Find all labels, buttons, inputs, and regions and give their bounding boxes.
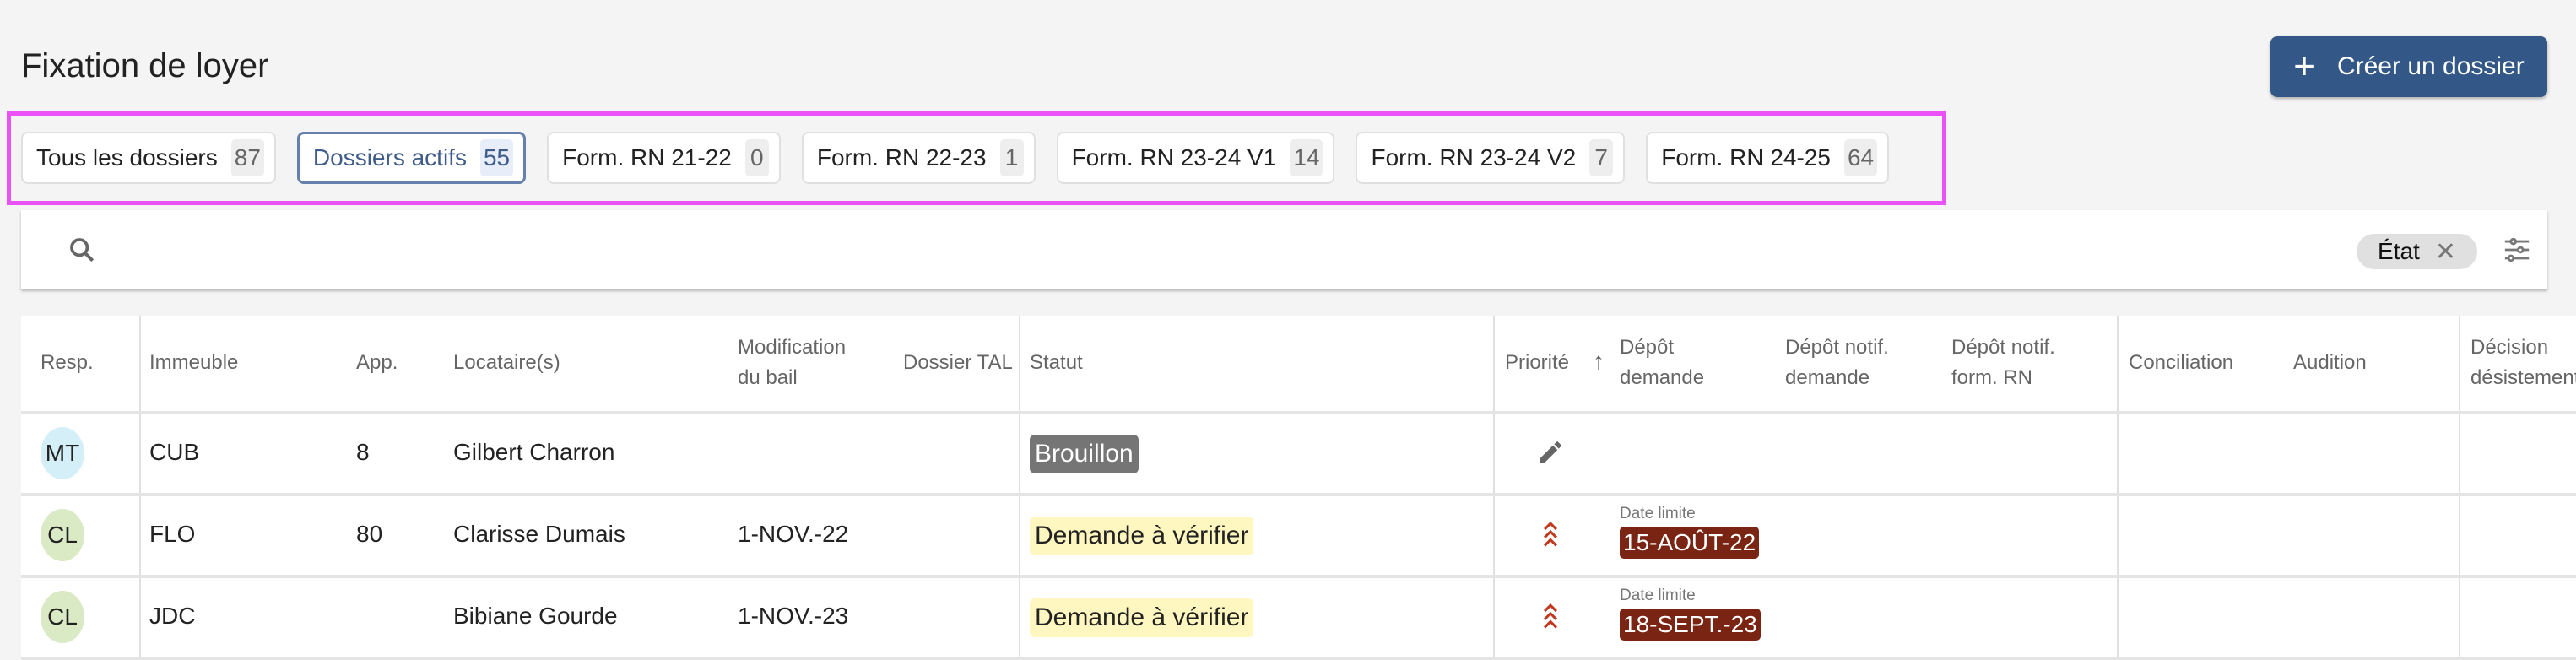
status-badge: Demande à vérifier	[1030, 517, 1254, 555]
table-row[interactable]: CL JDC Bibiane Gourde 1-NOV.-23 Demande à vé…	[21, 578, 2576, 657]
row-divider	[21, 657, 2576, 660]
tab-label: Form. RN 21-22	[562, 144, 732, 170]
column-divider	[1493, 316, 1495, 660]
tab-label: Form. RN 22-23	[816, 144, 987, 170]
row-divider	[21, 493, 2576, 496]
tab-label: Form. RN 23-24 V2	[1371, 144, 1577, 170]
row-divider	[21, 411, 2576, 414]
column-header[interactable]: Immeuble	[149, 351, 239, 374]
tab-label: Tous les dossiers	[36, 144, 218, 170]
cell-locataire: Clarisse Dumais	[453, 521, 625, 547]
deadline-date: 15-AOÛT-22	[1620, 527, 1760, 559]
column-header[interactable]: Priorité	[1505, 351, 1570, 374]
tab-label: Dossiers actifs	[312, 144, 467, 170]
cell-immeuble: CUB	[149, 439, 200, 465]
tab-label: Form. RN 24-25	[1661, 144, 1831, 170]
column-divider	[1019, 316, 1020, 660]
table-row[interactable]: MT CUB 8 Gilbert Charron Brouillon	[21, 414, 2576, 493]
cell-app: 8	[356, 439, 370, 465]
tab-count-badge: 87	[230, 139, 264, 176]
column-header[interactable]: Décision désistement	[2470, 336, 2576, 389]
cell-app: 80	[356, 521, 383, 547]
tab-dossiers-actifs[interactable]: Dossiers actifs 55	[296, 132, 527, 184]
column-header[interactable]: Dépôt notif. demande	[1785, 336, 1889, 389]
filter-settings-icon[interactable]	[2503, 235, 2531, 264]
plus-icon: +	[2293, 46, 2315, 87]
deadline-label: Date limite	[1620, 505, 1696, 522]
deadline-label: Date limite	[1620, 587, 1696, 604]
avatar: MT	[41, 427, 84, 479]
cell-modification: 1-NOV.-23	[738, 603, 849, 629]
column-header[interactable]: App.	[356, 351, 398, 374]
dossiers-table: Resp. Immeuble App. Locataire(s) Modificatio…	[21, 316, 2576, 660]
deadline-date: 18-SEPT.-23	[1620, 609, 1761, 641]
avatar: CL	[41, 591, 84, 643]
sort-ascending-arrow-icon[interactable]: ↑	[1593, 348, 1605, 374]
triple-chevron-up-icon[interactable]	[1536, 602, 1567, 632]
column-header[interactable]: Conciliation	[2129, 351, 2234, 374]
cell-locataire: Gilbert Charron	[453, 439, 615, 465]
column-header[interactable]: Dépôt demande	[1620, 336, 1705, 389]
search-input[interactable]	[114, 227, 2312, 274]
filter-chip-etat[interactable]: État ✕	[2357, 234, 2477, 269]
status-badge: Brouillon	[1030, 435, 1139, 473]
tab-label: Form. RN 23-24 V1	[1071, 144, 1277, 170]
tab-count-badge: 7	[1589, 139, 1614, 176]
cell-locataire: Bibiane Gourde	[453, 603, 618, 629]
tabs-highlight-box	[7, 111, 1946, 205]
column-header[interactable]: Dépôt notif. form. RN	[1951, 336, 2055, 389]
table-row[interactable]: CL FLO 80 Clarisse Dumais 1-NOV.-22 Demande à…	[21, 496, 2576, 575]
search-bar: État ✕	[21, 210, 2547, 289]
column-header[interactable]: Statut	[1030, 351, 1083, 374]
tab-form-rn-22-23[interactable]: Form. RN 22-23 1	[801, 132, 1036, 184]
column-divider	[2117, 316, 2119, 660]
tab-count-badge: 14	[1290, 139, 1323, 176]
filter-chip-label: État	[2378, 238, 2420, 264]
pencil-icon[interactable]	[1536, 438, 1567, 468]
triple-chevron-up-icon[interactable]	[1536, 520, 1567, 550]
tab-count-badge: 55	[479, 139, 514, 176]
tab-form-rn-23-24-v2[interactable]: Form. RN 23-24 V2 7	[1356, 132, 1626, 184]
tab-count-badge: 1	[999, 139, 1024, 176]
cell-immeuble: JDC	[149, 603, 196, 629]
dossier-tabs: Tous les dossiers 87 Dossiers actifs 55 Form…	[21, 132, 1890, 184]
column-divider	[139, 316, 141, 660]
column-header[interactable]: Modification du bail	[738, 336, 847, 389]
column-header[interactable]: Dossier TAL	[903, 351, 1013, 374]
page-title: Fixation de loyer	[21, 47, 269, 84]
search-icon[interactable]	[68, 235, 96, 264]
tab-form-rn-23-24-v1[interactable]: Form. RN 23-24 V1 14	[1056, 132, 1335, 184]
avatar: CL	[41, 509, 84, 561]
column-header[interactable]: Resp.	[41, 351, 94, 374]
tab-form-rn-24-25[interactable]: Form. RN 24-25 64	[1646, 132, 1890, 184]
close-icon[interactable]: ✕	[2434, 237, 2456, 266]
create-dossier-button[interactable]: + Créer un dossier	[2270, 36, 2547, 97]
tab-tous-les-dossiers[interactable]: Tous les dossiers 87	[21, 132, 276, 184]
cell-immeuble: FLO	[149, 521, 196, 547]
tab-count-badge: 0	[744, 139, 769, 176]
column-header[interactable]: Locataire(s)	[453, 351, 560, 374]
row-divider	[21, 575, 2576, 578]
tab-count-badge: 64	[1843, 139, 1878, 176]
column-divider	[2459, 316, 2460, 660]
column-header[interactable]: Audition	[2293, 351, 2367, 374]
cell-modification: 1-NOV.-22	[738, 521, 849, 547]
tab-form-rn-21-22[interactable]: Form. RN 21-22 0	[547, 132, 781, 184]
create-dossier-label: Créer un dossier	[2336, 52, 2525, 80]
status-badge: Demande à vérifier	[1030, 598, 1254, 637]
